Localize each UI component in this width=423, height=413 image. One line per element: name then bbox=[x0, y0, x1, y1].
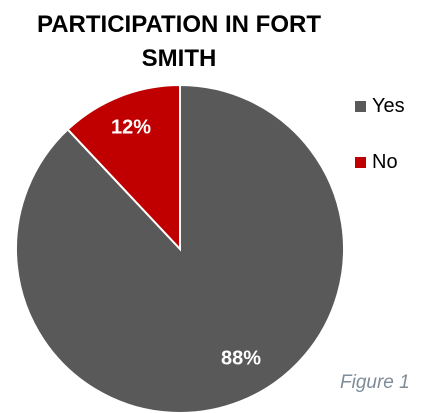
pie-label-no: 12% bbox=[111, 116, 151, 138]
chart-title: PARTICIPATION IN FORT SMITH bbox=[37, 11, 321, 72]
legend-item-no: No bbox=[355, 148, 405, 176]
legend-item-yes: Yes bbox=[355, 92, 405, 120]
legend-label-yes: Yes bbox=[372, 94, 405, 117]
figure-caption: Figure 1 bbox=[340, 372, 410, 393]
legend: Yes No bbox=[355, 92, 405, 204]
legend-swatch-yes bbox=[355, 100, 366, 112]
pie-label-yes: 88% bbox=[221, 347, 261, 369]
legend-label-no: No bbox=[372, 150, 398, 173]
legend-swatch-no bbox=[355, 156, 366, 168]
pie-slice-no bbox=[66, 83, 181, 252]
